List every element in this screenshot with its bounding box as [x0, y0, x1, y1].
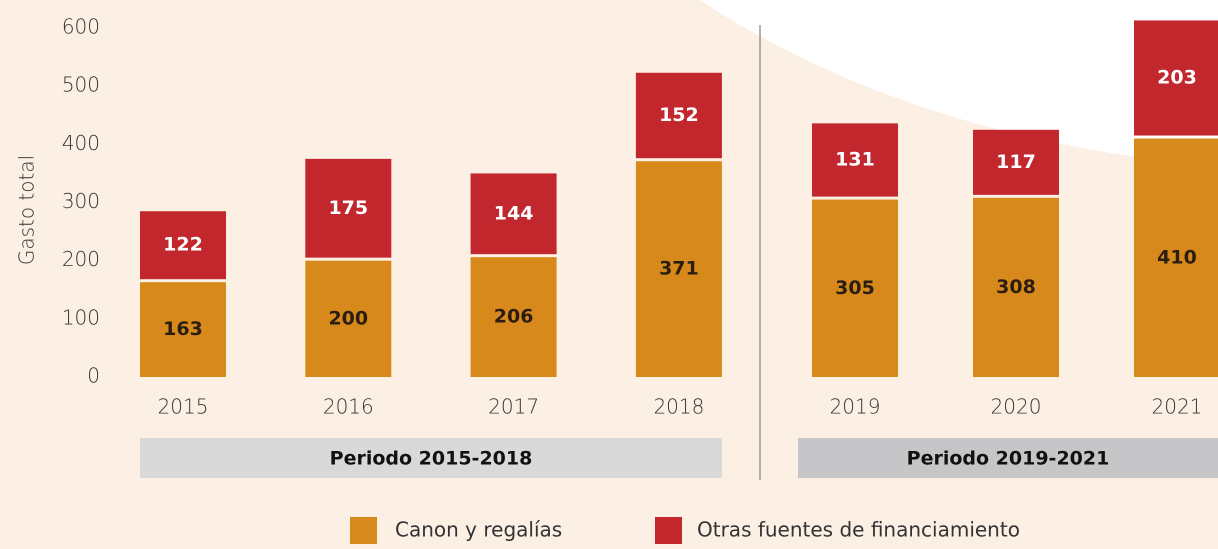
y-tick-label: 0: [87, 364, 100, 388]
value-label: 305: [835, 277, 875, 299]
bar-segment: [812, 123, 898, 197]
x-tick-label: 2017: [488, 395, 539, 419]
y-tick-label: 400: [62, 131, 100, 155]
bar-segment: [635, 72, 722, 159]
value-label: 144: [494, 202, 534, 224]
value-label: 410: [1157, 246, 1197, 268]
value-label: 152: [659, 104, 699, 126]
x-tick-label: 2016: [323, 395, 374, 419]
bar-segment: [635, 161, 722, 377]
y-tick-label: 300: [62, 189, 100, 213]
background-curve: [700, 0, 1218, 165]
value-label: 206: [494, 306, 534, 328]
bar-segment: [470, 173, 557, 255]
period-band: [798, 438, 1218, 478]
bar-segment: [305, 260, 392, 377]
legend-label: Canon y regalías: [395, 518, 562, 542]
y-axis-label: Gasto total: [15, 155, 39, 265]
period-label: Periodo 2015-2018: [330, 448, 533, 470]
value-label: 200: [328, 307, 368, 329]
legend-swatch: [655, 517, 682, 544]
bar-segment: [1134, 20, 1218, 136]
bar-segment: [470, 257, 557, 377]
value-label: 203: [1157, 66, 1197, 88]
x-tick-label: 2018: [653, 395, 704, 419]
x-tick-label: 2020: [991, 395, 1042, 419]
period-band: [140, 438, 722, 478]
bar-segment: [140, 282, 226, 377]
bar-segment: [1134, 138, 1218, 377]
y-tick-label: 500: [62, 73, 100, 97]
value-label: 117: [996, 151, 1036, 173]
bar-segment: [973, 129, 1059, 195]
value-label: 308: [996, 276, 1036, 298]
x-tick-label: 2019: [830, 395, 881, 419]
bar-segment: [140, 211, 226, 280]
bar-segment: [812, 199, 898, 377]
value-label: 131: [835, 148, 875, 170]
x-tick-label: 2015: [158, 395, 209, 419]
value-label: 371: [659, 258, 699, 280]
bar-segment: [973, 197, 1059, 377]
y-tick-label: 200: [62, 247, 100, 271]
x-tick-label: 2021: [1152, 395, 1203, 419]
value-label: 122: [163, 234, 203, 256]
value-label: 175: [328, 197, 368, 219]
legend-label: Otras fuentes de financiamiento: [697, 518, 1020, 542]
y-tick-label: 100: [62, 305, 100, 329]
y-tick-label: 600: [62, 15, 100, 39]
legend-swatch: [350, 517, 377, 544]
period-label: Periodo 2019-2021: [907, 448, 1110, 470]
bar-segment: [305, 158, 392, 258]
value-label: 163: [163, 318, 203, 340]
